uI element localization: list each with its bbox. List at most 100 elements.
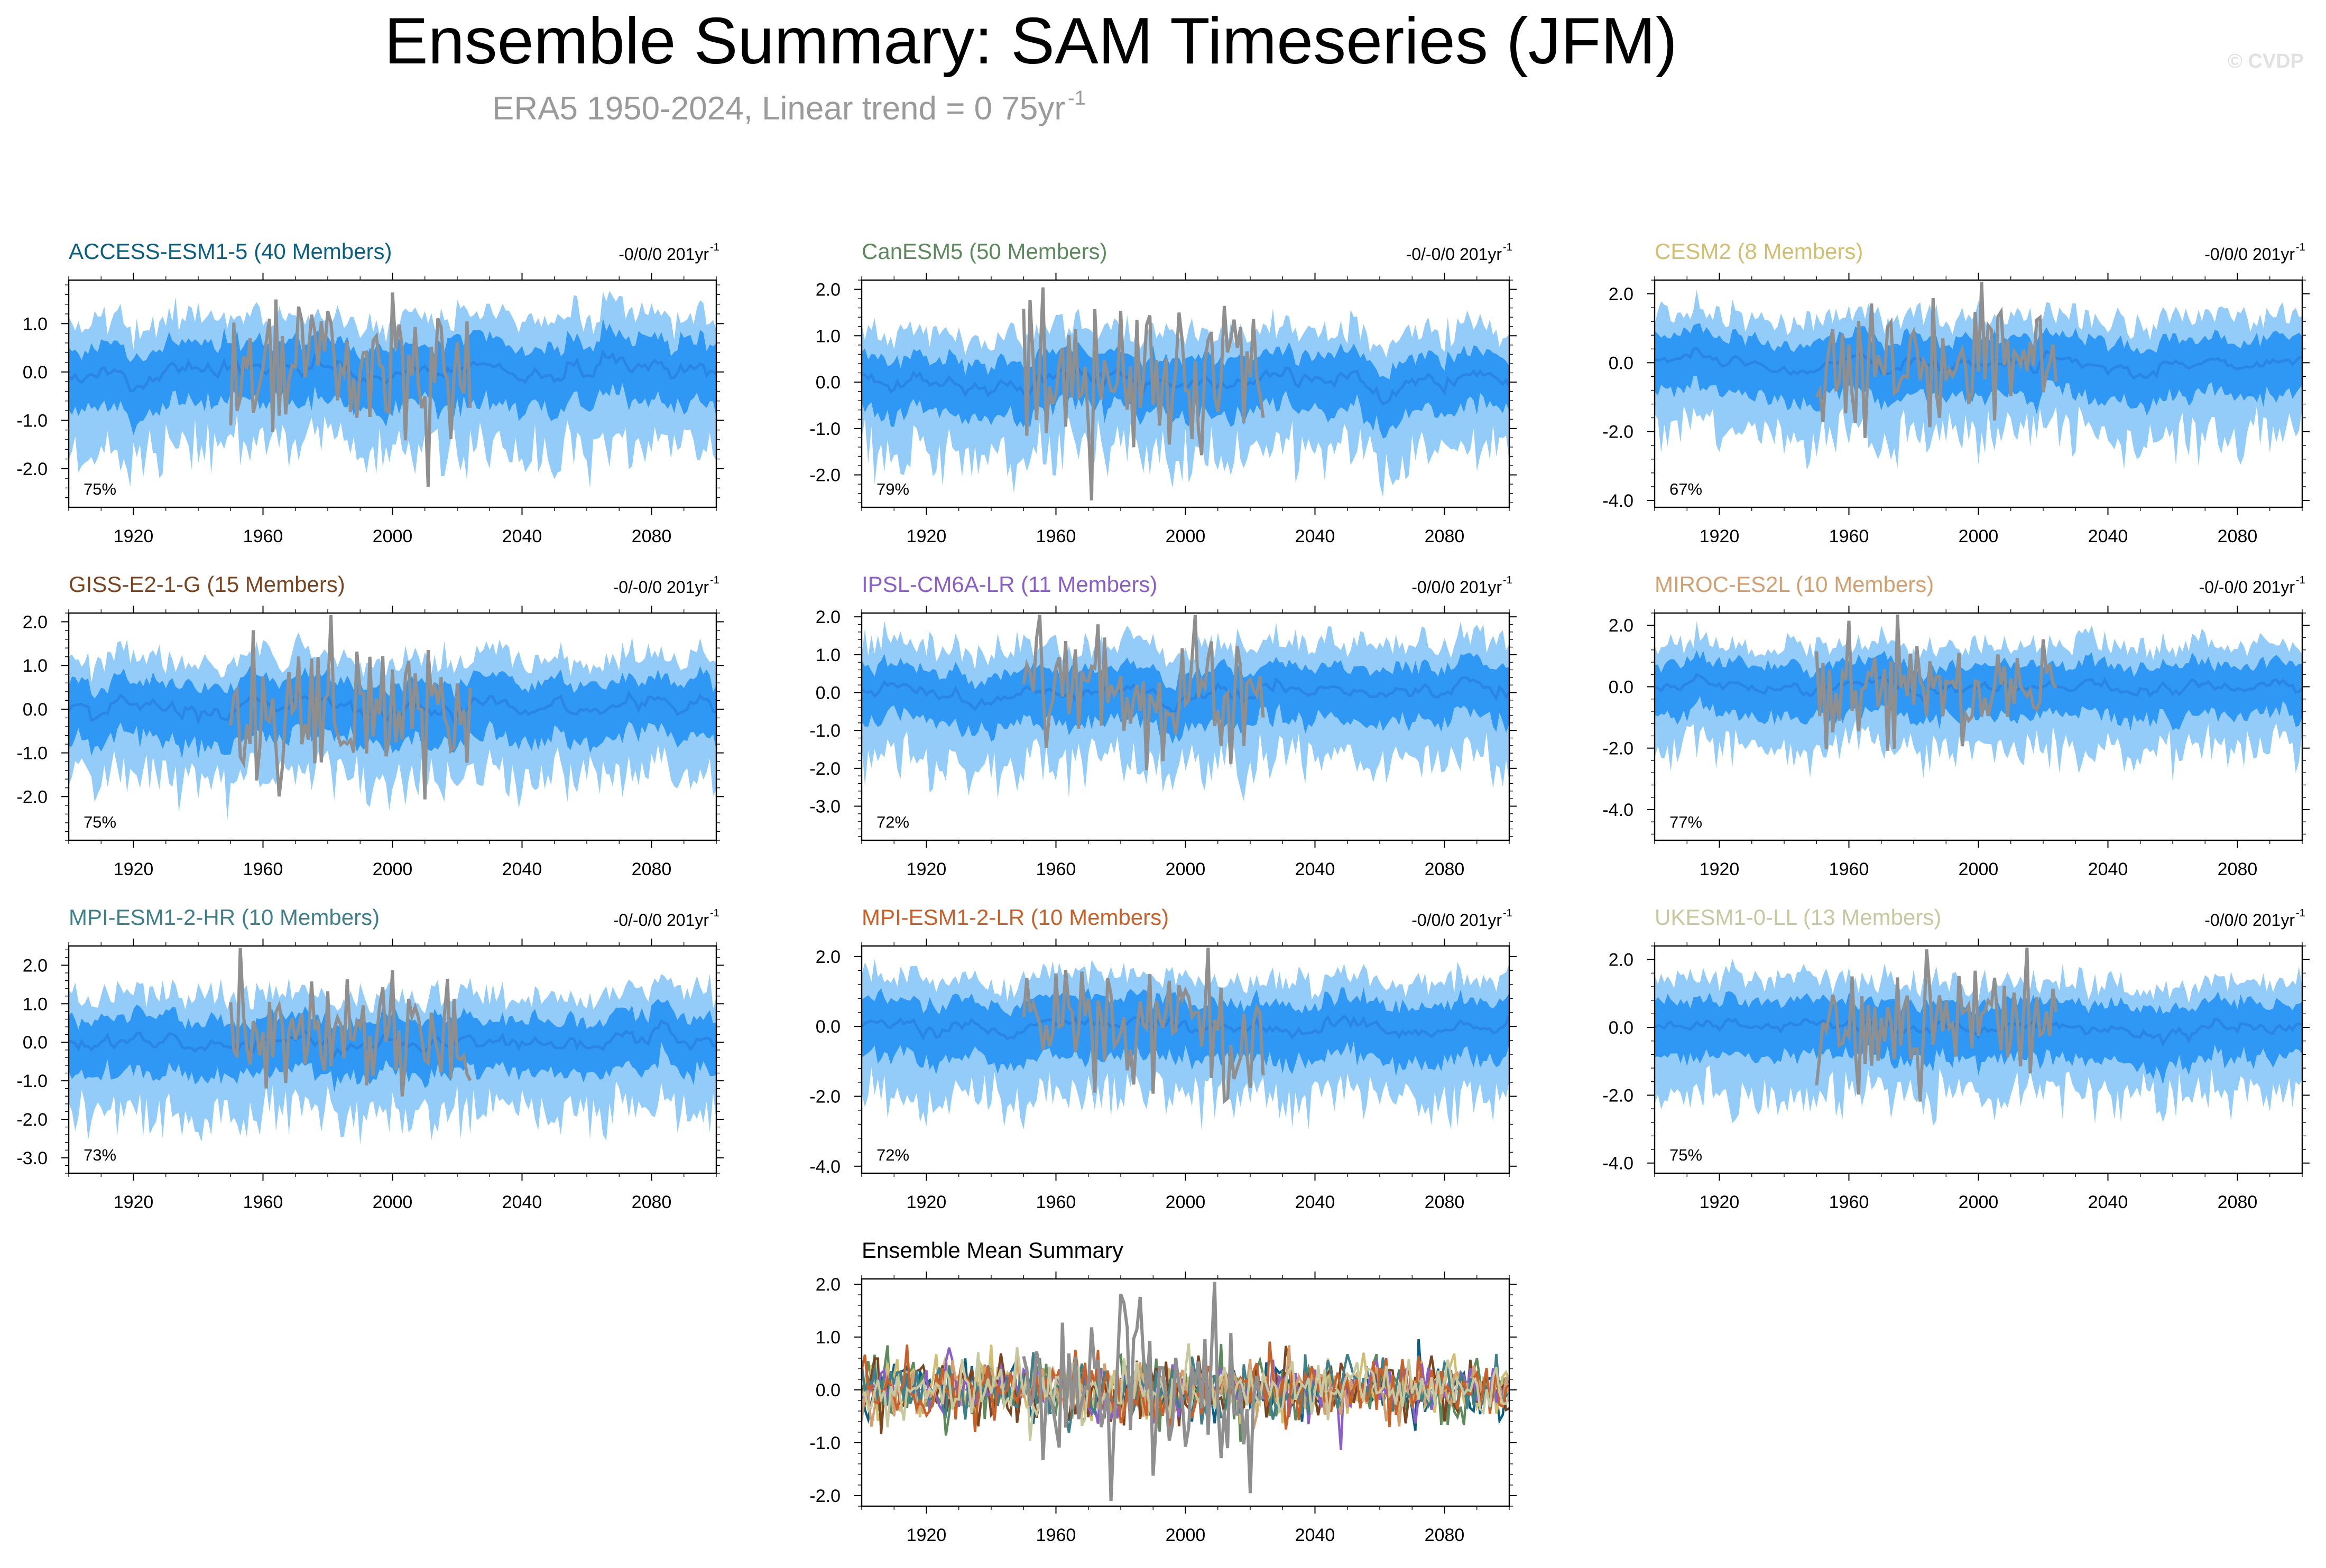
- x-tick-label: 2040: [502, 526, 542, 546]
- y-tick-label: 2.0: [23, 955, 48, 976]
- ensemble-mean-line: [1655, 1017, 2302, 1047]
- x-tick-label: 2080: [1425, 526, 1465, 546]
- trend-label-superscript: -1: [710, 907, 719, 919]
- rank-percent-label: 75%: [84, 813, 116, 831]
- plot-area: [862, 948, 1509, 1131]
- trend-label-superscript: -1: [2296, 574, 2305, 586]
- observations-line: [1022, 948, 1265, 1105]
- x-tick-label: 2080: [632, 859, 672, 879]
- ensemble-mean-line: [69, 1019, 716, 1059]
- plot-area: [1655, 614, 2302, 782]
- plot-area: [1655, 282, 2302, 470]
- x-tick-label: 2080: [632, 526, 672, 546]
- ensemble-mean-line: [69, 690, 716, 726]
- y-tick-label: -1.0: [16, 411, 48, 431]
- figure-subtitle: ERA5 1950-2024, Linear trend = 0 75yr: [492, 90, 1065, 127]
- y-tick-label: 0.0: [816, 373, 841, 393]
- trend-label-superscript: -1: [1503, 242, 1512, 253]
- y-tick-label: 0.0: [1609, 677, 1633, 697]
- trend-label: -0/0/0 201yr: [1411, 911, 1502, 930]
- plot-area: [69, 615, 716, 821]
- y-tick-label: 1.0: [816, 1328, 841, 1348]
- observations-line: [1815, 614, 2057, 751]
- y-tick-label: -2.0: [1602, 1085, 1633, 1106]
- observations-line: [1815, 948, 2058, 1102]
- x-tick-label: 2000: [373, 526, 413, 546]
- x-tick-label: 2040: [2088, 859, 2128, 879]
- rank-percent-label: 72%: [876, 813, 909, 831]
- x-tick-label: 2080: [1425, 1525, 1465, 1545]
- x-tick-label: 2040: [2088, 526, 2128, 546]
- x-tick-label: 1960: [243, 526, 283, 546]
- trend-label-superscript: -1: [2296, 907, 2305, 919]
- plot-area: [69, 291, 716, 488]
- y-tick-label: 1.0: [816, 326, 841, 346]
- y-tick-label: 2.0: [1609, 950, 1633, 970]
- ensemble-mean-line: [862, 1014, 1509, 1041]
- y-tick-label: 2.0: [23, 613, 48, 633]
- x-tick-label: 1960: [1036, 1192, 1076, 1212]
- panel-title: MPI-ESM1-2-HR (10 Members): [69, 905, 380, 930]
- x-tick-label: 2040: [502, 859, 542, 879]
- x-tick-label: 1960: [1829, 526, 1869, 546]
- rank-percent-label: 75%: [1669, 1146, 1702, 1164]
- chart-panel: 2.0 0.0 -2.0 -4.0 1920 1960 2000 2040 2080 MIROC-…: [1602, 572, 2310, 879]
- x-tick-label: 2080: [2218, 526, 2258, 546]
- panels: 1.0 0.0 -1.0 -2.0 1920 1960 2000 2040 2080 ACCESS…: [16, 239, 2310, 1545]
- x-tick-label: 2040: [2088, 1192, 2128, 1212]
- x-tick-label: 1920: [907, 859, 947, 879]
- x-tick-label: 1960: [243, 1192, 283, 1212]
- model-mean-line: [862, 1343, 1509, 1441]
- y-tick-label: 0.0: [1609, 1018, 1633, 1038]
- x-tick-label: 1920: [1700, 859, 1740, 879]
- y-tick-label: -2.0: [16, 459, 48, 479]
- plot-area: [862, 287, 1509, 500]
- ensemble-mean-line: [69, 349, 716, 393]
- x-tick-label: 1920: [907, 1192, 947, 1212]
- x-tick-label: 1960: [1036, 859, 1076, 879]
- y-tick-label: 0.0: [816, 1380, 841, 1400]
- chart-panel: 2.0 1.0 0.0 -1.0 -2.0 -3.0 1920 1960 2000 2040 208…: [809, 572, 1517, 879]
- x-tick-label: 1920: [907, 526, 947, 546]
- x-tick-label: 2000: [373, 859, 413, 879]
- trend-label: -0/0/0 201yr: [1411, 578, 1502, 597]
- plot-area: [862, 1282, 1509, 1501]
- x-tick-label: 2000: [1166, 1525, 1206, 1545]
- trend-label: -0/-0/0 201yr: [613, 578, 709, 597]
- plot-area: [1655, 948, 2302, 1126]
- y-tick-label: 1.0: [23, 314, 48, 334]
- x-tick-label: 2000: [1166, 859, 1206, 879]
- y-tick-label: 0.0: [23, 363, 48, 383]
- x-tick-label: 1920: [1700, 526, 1740, 546]
- trend-label: -0/0/0 201yr: [2204, 245, 2295, 264]
- rank-percent-label: 73%: [84, 1146, 116, 1164]
- y-tick-label: -1.0: [809, 419, 841, 439]
- x-tick-label: 2040: [1295, 1525, 1335, 1545]
- x-tick-label: 2040: [1295, 1192, 1335, 1212]
- x-tick-label: 2000: [1166, 526, 1206, 546]
- x-tick-label: 2080: [632, 1192, 672, 1212]
- y-tick-label: -2.0: [809, 466, 841, 486]
- y-tick-label: 1.0: [816, 645, 841, 665]
- y-tick-label: 2.0: [816, 280, 841, 300]
- trend-label: -0/-0/0 201yr: [2199, 578, 2295, 597]
- y-tick-label: -1.0: [809, 1433, 841, 1453]
- ensemble-inner-spread-band: [69, 999, 716, 1092]
- rank-percent-label: 77%: [1669, 813, 1702, 831]
- y-tick-label: 0.0: [23, 1033, 48, 1053]
- observations-line: [1815, 282, 2058, 438]
- x-tick-label: 2040: [1295, 859, 1335, 879]
- x-tick-label: 1920: [1700, 1192, 1740, 1212]
- y-tick-label: 2.0: [816, 1275, 841, 1295]
- panel-title: Ensemble Mean Summary: [862, 1238, 1123, 1263]
- y-tick-label: 1.0: [23, 656, 48, 676]
- observations-line: [1022, 1282, 1264, 1501]
- panel-title: MPI-ESM1-2-LR (10 Members): [862, 905, 1169, 930]
- chart-panel: 2.0 0.0 -2.0 -4.0 1920 1960 2000 2040 2080 MPI-ES…: [809, 905, 1517, 1212]
- observations-line: [229, 292, 472, 487]
- y-tick-label: 2.0: [1609, 284, 1633, 304]
- x-tick-label: 2000: [373, 1192, 413, 1212]
- panel-title: CanESM5 (50 Members): [862, 239, 1107, 264]
- observations-line: [1022, 287, 1265, 500]
